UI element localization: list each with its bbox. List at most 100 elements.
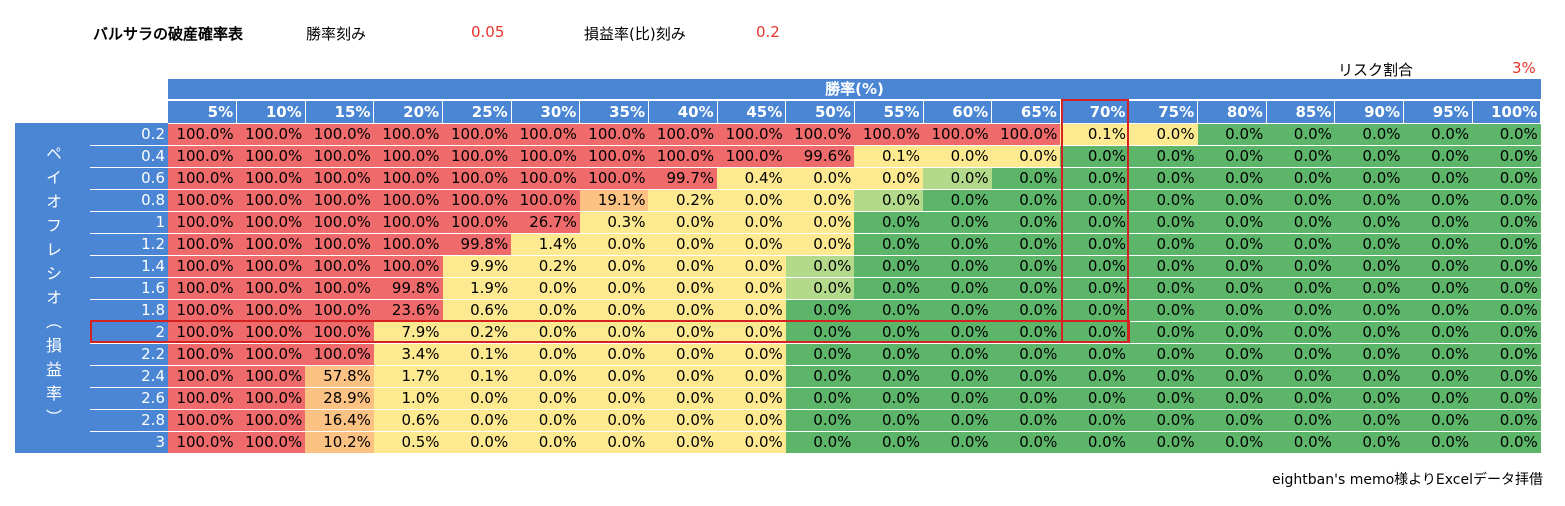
table-cell[interactable]: 99.6% xyxy=(785,145,855,168)
table-cell[interactable]: 0.0% xyxy=(854,255,924,278)
table-cell[interactable]: 100.0% xyxy=(717,123,786,146)
table-cell[interactable]: 0.0% xyxy=(648,431,718,454)
table-cell[interactable]: 100.0% xyxy=(648,123,718,146)
table-cell[interactable]: 0.0% xyxy=(1334,189,1404,212)
column-header[interactable]: 55% xyxy=(854,101,924,124)
table-cell[interactable]: 0.0% xyxy=(511,321,580,344)
table-cell[interactable]: 100.0% xyxy=(236,233,306,256)
table-cell[interactable]: 0.0% xyxy=(1197,255,1267,278)
table-cell[interactable]: 0.0% xyxy=(442,431,512,454)
table-cell[interactable]: 0.0% xyxy=(717,277,786,300)
table-cell[interactable]: 0.0% xyxy=(1060,321,1129,344)
table-cell[interactable]: 0.0% xyxy=(717,299,786,322)
table-cell[interactable]: 0.0% xyxy=(648,321,718,344)
table-cell[interactable]: 0.0% xyxy=(1060,343,1129,366)
table-cell[interactable]: 0.0% xyxy=(991,299,1061,322)
table-cell[interactable]: 0.0% xyxy=(991,277,1061,300)
table-cell[interactable]: 0.0% xyxy=(1128,343,1198,366)
table-cell[interactable]: 0.0% xyxy=(854,343,924,366)
table-cell[interactable]: 100.0% xyxy=(511,189,580,212)
table-cell[interactable]: 0.0% xyxy=(785,277,855,300)
row-header[interactable]: 2.2 xyxy=(90,343,168,366)
table-cell[interactable]: 0.0% xyxy=(1060,409,1129,432)
table-cell[interactable]: 100.0% xyxy=(442,189,512,212)
table-cell[interactable]: 0.0% xyxy=(785,233,855,256)
row-header[interactable]: 1.2 xyxy=(90,233,168,256)
table-cell[interactable]: 0.0% xyxy=(717,365,786,388)
table-cell[interactable]: 0.0% xyxy=(1266,255,1335,278)
table-cell[interactable]: 100.0% xyxy=(305,167,374,190)
table-cell[interactable]: 0.0% xyxy=(717,321,786,344)
row-header[interactable]: 0.4 xyxy=(90,145,168,168)
table-cell[interactable]: 0.0% xyxy=(1403,431,1473,454)
table-cell[interactable]: 0.0% xyxy=(785,299,855,322)
table-cell[interactable]: 0.5% xyxy=(373,431,443,454)
table-cell[interactable]: 0.0% xyxy=(854,189,924,212)
row-header[interactable]: 1.8 xyxy=(90,299,168,322)
table-cell[interactable]: 0.0% xyxy=(579,233,649,256)
table-cell[interactable]: 100.0% xyxy=(579,167,649,190)
table-cell[interactable]: 0.2% xyxy=(442,321,512,344)
table-cell[interactable]: 0.0% xyxy=(1060,255,1129,278)
table-cell[interactable]: 0.0% xyxy=(1403,387,1473,410)
table-cell[interactable]: 100.0% xyxy=(168,299,237,322)
table-cell[interactable]: 100.0% xyxy=(305,211,374,234)
table-cell[interactable]: 0.0% xyxy=(648,343,718,366)
table-cell[interactable]: 100.0% xyxy=(236,343,306,366)
table-cell[interactable]: 0.0% xyxy=(579,365,649,388)
table-cell[interactable]: 100.0% xyxy=(373,211,443,234)
row-header[interactable]: 0.8 xyxy=(90,189,168,212)
table-cell[interactable]: 0.0% xyxy=(648,233,718,256)
table-cell[interactable]: 0.0% xyxy=(785,189,855,212)
table-cell[interactable]: 0.0% xyxy=(1128,409,1198,432)
table-cell[interactable]: 0.2% xyxy=(511,255,580,278)
table-cell[interactable]: 0.0% xyxy=(648,387,718,410)
table-cell[interactable]: 0.0% xyxy=(1472,123,1541,146)
table-cell[interactable]: 0.4% xyxy=(717,167,786,190)
table-cell[interactable]: 0.0% xyxy=(854,277,924,300)
table-cell[interactable]: 100.0% xyxy=(305,255,374,278)
table-cell[interactable]: 99.8% xyxy=(373,277,443,300)
table-cell[interactable]: 0.0% xyxy=(511,343,580,366)
table-cell[interactable]: 0.0% xyxy=(1334,211,1404,234)
table-cell[interactable]: 0.0% xyxy=(923,409,992,432)
table-cell[interactable]: 0.0% xyxy=(1472,299,1541,322)
table-cell[interactable]: 99.8% xyxy=(442,233,512,256)
table-cell[interactable]: 100.0% xyxy=(442,123,512,146)
table-cell[interactable]: 0.0% xyxy=(717,255,786,278)
table-cell[interactable]: 0.0% xyxy=(1197,343,1267,366)
table-cell[interactable]: 100.0% xyxy=(442,211,512,234)
table-cell[interactable]: 0.0% xyxy=(511,431,580,454)
table-cell[interactable]: 0.0% xyxy=(785,409,855,432)
table-cell[interactable]: 100.0% xyxy=(373,255,443,278)
table-cell[interactable]: 0.6% xyxy=(442,299,512,322)
table-cell[interactable]: 0.0% xyxy=(854,211,924,234)
table-cell[interactable]: 100.0% xyxy=(168,343,237,366)
table-cell[interactable]: 0.0% xyxy=(1472,233,1541,256)
table-cell[interactable]: 0.0% xyxy=(511,365,580,388)
table-cell[interactable]: 0.0% xyxy=(1266,299,1335,322)
table-cell[interactable]: 0.0% xyxy=(1403,123,1473,146)
table-cell[interactable]: 7.9% xyxy=(373,321,443,344)
table-cell[interactable]: 0.1% xyxy=(1060,123,1129,146)
column-header[interactable]: 90% xyxy=(1334,101,1405,124)
table-cell[interactable]: 100.0% xyxy=(991,123,1061,146)
column-header[interactable]: 50% xyxy=(785,101,855,124)
table-cell[interactable]: 0.0% xyxy=(717,387,786,410)
row-header[interactable]: 2.4 xyxy=(90,365,168,388)
table-cell[interactable]: 0.2% xyxy=(648,189,718,212)
table-cell[interactable]: 100.0% xyxy=(236,299,306,322)
table-cell[interactable]: 0.0% xyxy=(442,387,512,410)
table-cell[interactable]: 0.0% xyxy=(717,211,786,234)
column-header[interactable]: 20% xyxy=(373,101,444,124)
table-cell[interactable]: 100.0% xyxy=(305,277,374,300)
table-cell[interactable]: 10.2% xyxy=(305,431,374,454)
table-cell[interactable]: 0.0% xyxy=(1060,431,1129,454)
table-cell[interactable]: 0.0% xyxy=(1197,431,1267,454)
table-cell[interactable]: 100.0% xyxy=(168,167,237,190)
table-cell[interactable]: 0.0% xyxy=(1128,387,1198,410)
table-cell[interactable]: 0.0% xyxy=(923,145,992,168)
table-cell[interactable]: 100.0% xyxy=(373,145,443,168)
table-cell[interactable]: 0.0% xyxy=(1060,365,1129,388)
table-cell[interactable]: 0.0% xyxy=(923,321,992,344)
